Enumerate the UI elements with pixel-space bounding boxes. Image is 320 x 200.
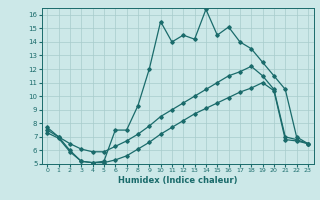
X-axis label: Humidex (Indice chaleur): Humidex (Indice chaleur): [118, 176, 237, 185]
